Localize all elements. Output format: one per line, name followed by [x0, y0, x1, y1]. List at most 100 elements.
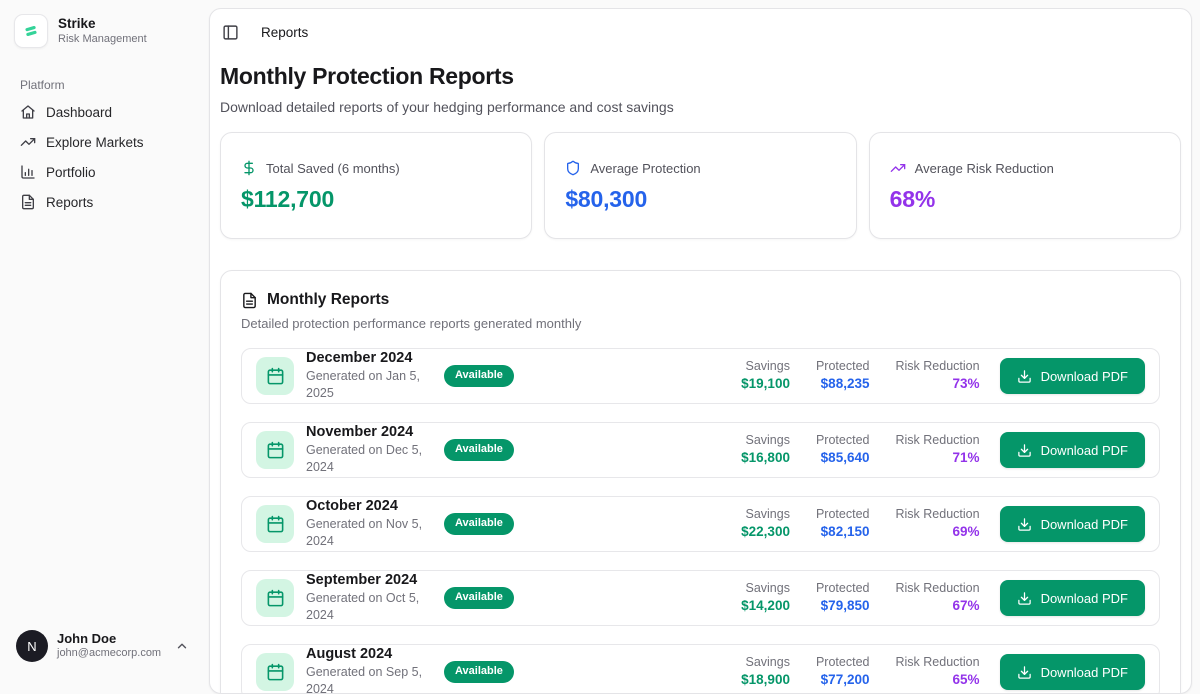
protected-label: Protected	[815, 655, 870, 670]
brand[interactable]: Strike Risk Management	[12, 12, 193, 50]
download-icon	[1017, 665, 1031, 679]
sidebar-item-reports[interactable]: Reports	[12, 188, 193, 216]
savings-value: $16,800	[741, 450, 790, 466]
stat-value: 68%	[889, 186, 936, 212]
report-row-stats: Savings $14,200 Protected $79,850 Risk R…	[741, 580, 979, 616]
stat-value: $112,700	[241, 186, 335, 212]
bar-chart-icon	[21, 165, 35, 179]
dollar-sign-icon	[244, 160, 254, 176]
reports-card-title: Monthly Reports	[267, 291, 390, 308]
calendar-chip	[256, 653, 294, 691]
report-row: December 2024 Generated on Jan 5, 2025 A…	[241, 348, 1160, 404]
sidebar-item-explore-markets[interactable]: Explore Markets	[12, 128, 193, 156]
risk-reduction-value: 65%	[952, 672, 980, 688]
protected-column: Protected $82,150	[816, 506, 870, 542]
download-pdf-label: Download PDF	[1040, 442, 1128, 458]
report-row: August 2024 Generated on Sep 5, 2024 Ava…	[241, 644, 1160, 693]
report-row-stats: Savings $16,800 Protected $85,640 Risk R…	[741, 432, 979, 468]
download-pdf-button[interactable]: Download PDF	[999, 358, 1145, 394]
sidebar-item-dashboard[interactable]: Dashboard	[12, 98, 193, 126]
savings-column: Savings $16,800	[741, 432, 790, 468]
topbar: Reports	[222, 23, 1181, 41]
stat-label: Average Risk Reduction	[914, 160, 1054, 176]
protected-value: $79,850	[820, 598, 870, 614]
protected-column: Protected $77,200	[816, 654, 870, 690]
sidebar-item-label: Dashboard	[46, 104, 113, 120]
report-month: December 2024	[306, 350, 413, 367]
page-subtitle: Download detailed reports of your hedgin…	[220, 99, 674, 115]
calendar-icon	[267, 441, 283, 458]
sidebar-group-label: Platform	[20, 78, 65, 92]
file-text-icon	[243, 292, 256, 308]
savings-column: Savings $19,100	[741, 358, 790, 394]
download-pdf-label: Download PDF	[1040, 368, 1128, 384]
panel-left-icon	[223, 24, 238, 40]
savings-value: $19,100	[741, 376, 790, 392]
sidebar: Strike Risk Management Platform Dashboar…	[0, 0, 205, 678]
risk-reduction-label: Risk Reduction	[895, 507, 980, 522]
calendar-icon	[267, 589, 283, 606]
sidebar-toggle-button[interactable]	[222, 24, 239, 41]
breadcrumb: Reports	[261, 24, 309, 40]
download-icon	[1017, 591, 1031, 605]
protected-value: $88,235	[820, 376, 870, 392]
calendar-icon	[267, 663, 283, 680]
stat-card-average-risk-reduction: Average Risk Reduction 68%	[868, 132, 1181, 239]
download-pdf-label: Download PDF	[1040, 516, 1128, 532]
user-menu[interactable]: N John Doe john@acmecorp.com	[12, 624, 193, 668]
calendar-chip	[256, 505, 294, 543]
report-month: September 2024	[306, 572, 418, 589]
download-icon	[1017, 517, 1031, 531]
stat-card-total-saved: Total Saved (6 months) $112,700	[220, 132, 533, 239]
download-pdf-button[interactable]: Download PDF	[999, 432, 1145, 468]
status-badge: Available	[444, 365, 514, 387]
stat-card-average-protection: Average Protection $80,300	[544, 132, 857, 239]
protected-value: $82,150	[820, 524, 870, 540]
strike-stripes-icon	[25, 25, 37, 37]
sidebar-item-portfolio[interactable]: Portfolio	[12, 158, 193, 186]
risk-reduction-value: 67%	[952, 598, 980, 614]
download-pdf-button[interactable]: Download PDF	[999, 654, 1145, 690]
shield-icon	[567, 160, 580, 176]
report-row-stats: Savings $18,900 Protected $77,200 Risk R…	[741, 654, 979, 690]
report-row-stats: Savings $22,300 Protected $82,150 Risk R…	[741, 506, 979, 542]
download-pdf-button[interactable]: Download PDF	[999, 506, 1145, 542]
risk-reduction-column: Risk Reduction 69%	[895, 506, 979, 542]
calendar-chip	[256, 431, 294, 469]
stat-cards: Total Saved (6 months) $112,700 Average …	[220, 132, 1181, 239]
stat-value: $80,300	[565, 186, 648, 212]
savings-label: Savings	[745, 581, 790, 596]
download-pdf-label: Download PDF	[1040, 664, 1128, 680]
protected-label: Protected	[815, 581, 870, 596]
report-row-stats: Savings $19,100 Protected $88,235 Risk R…	[741, 358, 979, 394]
savings-value: $14,200	[741, 598, 790, 614]
download-pdf-button[interactable]: Download PDF	[999, 580, 1145, 616]
protected-column: Protected $79,850	[816, 580, 870, 616]
brand-subtitle: Risk Management	[58, 32, 147, 45]
user-name: John Doe	[57, 631, 117, 646]
savings-label: Savings	[745, 359, 790, 374]
risk-reduction-label: Risk Reduction	[895, 581, 980, 596]
calendar-icon	[267, 515, 283, 532]
main-panel: Reports Monthly Protection Reports Downl…	[209, 8, 1192, 694]
protected-label: Protected	[815, 507, 870, 522]
savings-label: Savings	[745, 655, 790, 670]
risk-reduction-column: Risk Reduction 67%	[895, 580, 979, 616]
reports-list: December 2024 Generated on Jan 5, 2025 A…	[241, 348, 1160, 693]
savings-label: Savings	[745, 507, 790, 522]
file-text-icon	[22, 194, 34, 210]
report-generated-date: Generated on Nov 5, 2024	[306, 516, 423, 549]
risk-reduction-label: Risk Reduction	[895, 359, 980, 374]
stat-label: Average Protection	[590, 160, 701, 176]
report-month: October 2024	[306, 498, 398, 515]
protected-column: Protected $85,640	[816, 432, 870, 468]
report-month: August 2024	[306, 646, 393, 663]
page-title: Monthly Protection Reports	[220, 63, 514, 89]
risk-reduction-label: Risk Reduction	[895, 655, 980, 670]
savings-value: $18,900	[741, 672, 790, 688]
report-generated-date: Generated on Dec 5, 2024	[306, 442, 423, 475]
brand-logo	[14, 14, 48, 48]
risk-reduction-value: 69%	[952, 524, 980, 540]
sidebar-nav: Dashboard Explore Markets Portfolio Repo…	[12, 98, 193, 216]
sidebar-item-label: Portfolio	[46, 164, 96, 180]
